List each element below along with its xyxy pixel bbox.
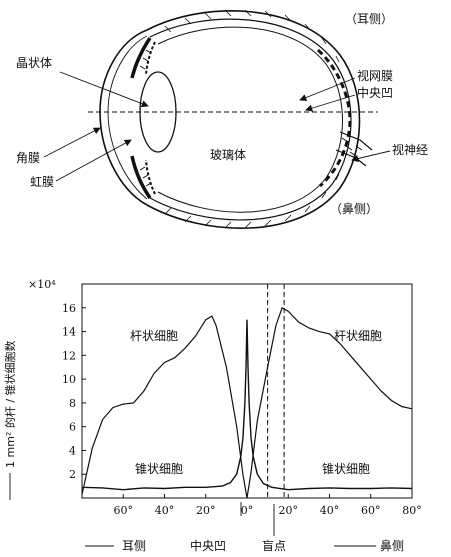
x-tick-label: 0° <box>241 504 254 517</box>
fovea-label: 中央凹 <box>357 85 393 100</box>
x-axis-ticks: 60° 40° 20° 0° 20° 40° 60° 80° <box>114 494 422 517</box>
x-tick-label: 40° <box>320 504 340 517</box>
temporal-side-label: （耳侧） <box>345 12 393 26</box>
cornea-label: 角膜 <box>16 151 40 165</box>
x-tick-label: 60° <box>114 504 134 517</box>
y-tick-label: 14 <box>62 326 76 339</box>
iris-ciliary-lower <box>130 155 156 199</box>
cone-density-curve <box>81 319 413 491</box>
y-tick-label: 10 <box>62 373 76 386</box>
y-axis-label: 1 mm² 的杆 / 锥状细胞数 <box>3 340 17 468</box>
lens-label: 晶状体 <box>16 56 52 70</box>
retina <box>157 26 343 213</box>
retina-label: 视网膜 <box>357 68 393 83</box>
nasal-label: 鼻侧 <box>380 538 404 553</box>
rod-label-right: 杆状细胞 <box>334 329 382 343</box>
cone-label-left: 锥状细胞 <box>135 462 183 476</box>
x-tick-label: 80° <box>402 504 422 517</box>
y-axis-ticks: 2 4 6 8 10 12 14 16 <box>62 302 86 481</box>
cornea-pointer <box>43 127 101 158</box>
x-tick-label: 20° <box>279 504 299 517</box>
nasal-side-label: （鼻侧） <box>330 201 378 216</box>
rod-label-left: 杆状细胞 <box>130 329 178 343</box>
y-tick-label: 12 <box>62 349 76 362</box>
sclera <box>146 9 361 229</box>
vitreous-label: 玻璃体 <box>210 148 246 162</box>
x-tick-label: 20° <box>196 504 216 517</box>
y-tick-label: 16 <box>62 302 76 315</box>
y-multiplier: ×10⁴ <box>28 278 56 291</box>
iris-label: 虹膜 <box>30 175 54 189</box>
blind-spot-label: 盲点 <box>262 538 286 553</box>
y-tick-label: 4 <box>69 444 76 457</box>
iris-ciliary-upper <box>130 37 156 79</box>
y-tick-label: 2 <box>69 468 76 481</box>
cone-label-right: 锥状细胞 <box>322 462 370 476</box>
eye-cross-section: （耳侧） （鼻侧） 晶状体 视网膜 中央凹 角膜 虹膜 玻璃体 视神经 <box>16 9 428 229</box>
retina-pointer <box>299 77 356 102</box>
rod-density-curve <box>81 306 413 499</box>
optic-nerve-pointer <box>351 150 391 163</box>
fovea-bottom-label: 中央凹 <box>190 538 226 553</box>
iris-pointer <box>55 139 132 182</box>
choroid <box>316 48 352 188</box>
x-tick-label: 40° <box>155 504 175 517</box>
optic-nerve-label: 视神经 <box>392 142 428 157</box>
temporal-label: 耳侧 <box>122 539 146 553</box>
fovea-pointer <box>305 94 356 112</box>
cell-density-chart: ×10⁴ 2 4 6 8 10 12 14 16 60° 40° 20° 0° 20° 40° 60° 80… <box>3 278 422 553</box>
x-tick-label: 60° <box>361 504 381 517</box>
y-tick-label: 6 <box>69 421 76 434</box>
y-tick-label: 8 <box>69 397 76 410</box>
lens-pointer <box>59 71 149 108</box>
